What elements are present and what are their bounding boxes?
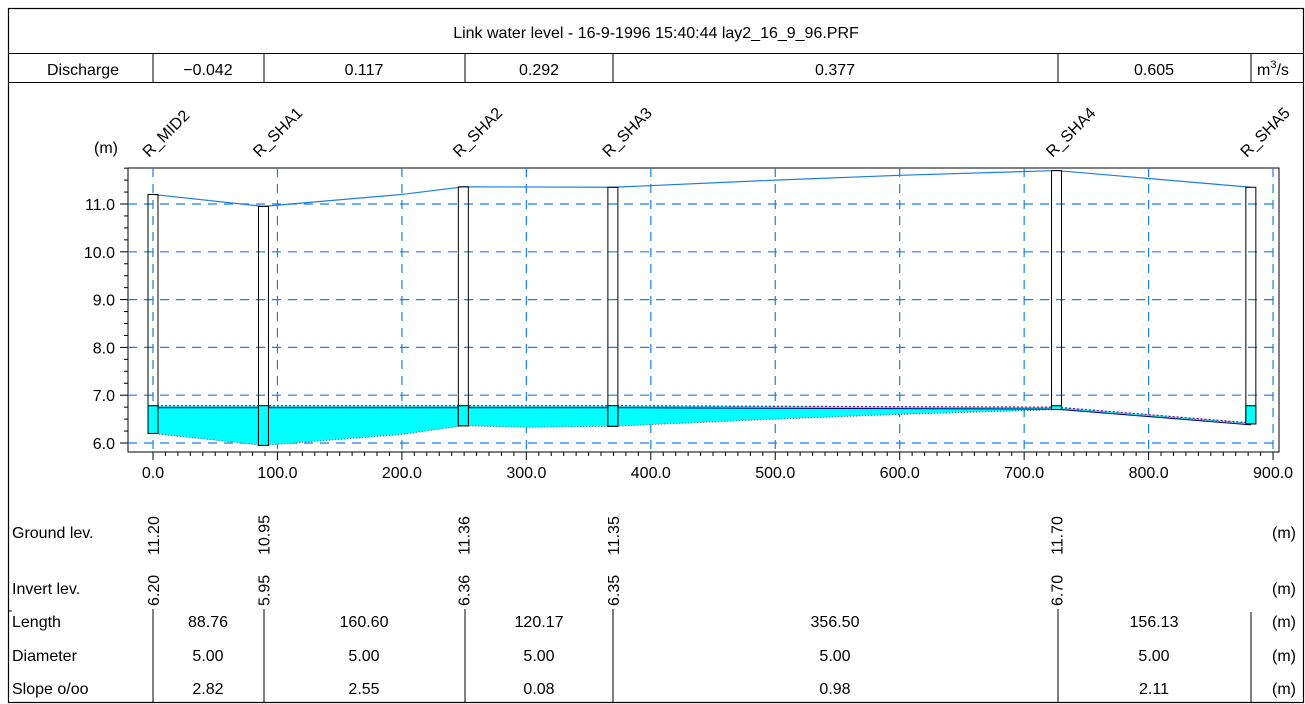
node-label: R_SHA5 [1238,105,1294,161]
manhole-water [1051,405,1063,411]
ground-level-value: 11.20 [146,516,163,555]
diameter-label: Diameter [12,648,78,665]
length-unit: (m) [1272,614,1296,631]
node-label: R_MID2 [140,107,194,161]
invert-level-value: 6.35 [606,575,623,606]
y-tick-label: 10.0 [84,245,115,262]
x-tick-label: 0.0 [142,465,164,482]
y-axis-unit: (m) [94,140,118,157]
ground-level-label: Ground lev. [12,525,94,542]
invert-level-label: Invert lev. [12,581,80,598]
discharge-value: 0.292 [519,62,559,79]
manhole-water [607,405,619,427]
row-values: 88.76 160.60 120.17 356.50 156.13 5.00 5.00 5.0… [188,614,1179,698]
y-tick-label: 9.0 [93,293,115,310]
x-tick-label: 300.0 [506,465,546,482]
manholes [147,170,1257,446]
plot-area: 6.0 7.0 8.0 9.0 10.0 11.0 0.0 100.0 200.0 300.0 4… [84,105,1294,482]
manhole-water [257,405,269,446]
discharge-value: 0.605 [1134,62,1174,79]
x-tick-label: 500.0 [755,465,795,482]
diameter-value: 5.00 [192,648,223,665]
series-line-water-level [153,405,1251,424]
ground-level-value: 11.70 [1050,516,1067,555]
invert-level-value: 5.95 [256,575,273,606]
invert-level-value: 6.70 [1050,575,1067,606]
y-tick-label: 7.0 [93,388,115,405]
y-tick-label: 8.0 [93,340,115,357]
invert-level-value: 6.36 [456,575,473,606]
outer-frame [7,7,1305,704]
diameter-value: 5.00 [523,648,554,665]
water-fill [153,405,1251,446]
slope-value: 0.98 [819,681,850,698]
manhole-water [147,405,159,434]
invert-level-unit: (m) [1272,581,1296,598]
diameter-value: 5.00 [1138,648,1169,665]
discharge-value: −0.042 [183,62,232,79]
x-tick-label: 700.0 [1004,465,1044,482]
x-tick-label: 100.0 [257,465,297,482]
chart-title: Link water level - 16-9-1996 15:40:44 la… [453,25,859,42]
slope-value: 2.11 [1139,681,1169,698]
ground-level-value: 11.35 [606,516,623,555]
pipe-crown-line [153,407,1251,426]
length-value: 120.17 [515,614,564,631]
x-tick-label: 200.0 [382,465,422,482]
series-line-invert [152,409,1251,446]
slope-value: 2.82 [192,681,223,698]
x-tick-label: 800.0 [1129,465,1169,482]
discharge-value: 0.377 [815,62,855,79]
level-values: 11.20 6.20 10.95 5.95 11.36 6.36 11.35 6.35 11.7… [146,515,1067,606]
x-axis: 0.0 100.0 200.0 300.0 400.0 500.0 600.0 700.0 80… [142,452,1293,482]
slope-label: Slope o/oo [12,681,89,698]
water-area [153,405,1251,446]
length-value: 88.76 [188,614,228,631]
y-tick-label: 11.0 [85,197,115,214]
ground-level-value: 11.36 [456,516,473,555]
x-tick-label: 900.0 [1253,465,1293,482]
ground-level-unit: (m) [1272,525,1296,542]
node-label: R_SHA3 [600,105,656,161]
slope-unit: (m) [1272,681,1296,698]
node-labels: R_MID2 R_SHA1 R_SHA2 R_SHA3 R_SHA4 R_SHA5 [140,105,1294,161]
length-value: 156.13 [1130,614,1179,631]
slope-value: 0.08 [523,681,554,698]
diameter-value: 5.00 [348,648,379,665]
discharge-unit: m3/s [1257,59,1289,79]
plot-frame [127,167,1280,453]
invert-level-value: 6.20 [146,575,163,606]
y-tick-label: 6.0 [93,436,115,453]
discharge-label: Discharge [47,62,119,79]
slope-value: 2.55 [348,681,379,698]
node-label: R_SHA4 [1043,105,1099,161]
node-label: R_SHA1 [250,105,306,161]
length-value: 160.60 [340,614,389,631]
discharge-value: 0.117 [345,62,384,79]
profile-table: Ground lev. Invert lev. (m) (m) 11.20 6.2… [8,515,1296,703]
diameter-value: 5.00 [819,648,850,665]
length-value: 356.50 [811,614,860,631]
x-tick-label: 600.0 [880,465,920,482]
diameter-unit: (m) [1272,648,1296,665]
node-label: R_SHA2 [450,105,506,161]
row-separators [152,609,1252,703]
x-tick-label: 400.0 [631,465,671,482]
manhole-water [1245,405,1257,425]
y-axis: 6.0 7.0 8.0 9.0 10.0 11.0 [84,167,128,453]
ground-level-value: 10.95 [256,515,273,555]
length-label: Length [12,614,61,631]
manhole-water [457,405,469,427]
